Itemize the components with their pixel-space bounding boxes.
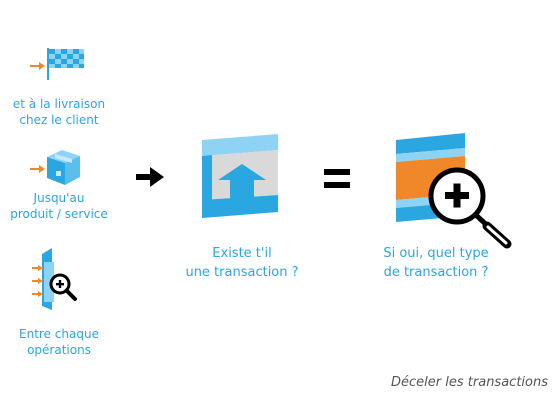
product-label: Jusqu'au produit / service bbox=[10, 191, 108, 221]
type-label: Si oui, quel type de transaction ? bbox=[383, 246, 489, 280]
checkered-flag-icon bbox=[28, 46, 88, 82]
figure-caption: Déceler les transactions bbox=[391, 375, 548, 390]
zoom-panel-icon bbox=[28, 246, 88, 314]
upload-transaction-icon bbox=[200, 130, 284, 224]
delivery-label: et à la livraison chez le client bbox=[12, 97, 106, 127]
flow-arrow-icon bbox=[134, 166, 166, 188]
exists-label: Existe t'il une transaction ? bbox=[185, 246, 299, 280]
inspect-transaction-icon bbox=[393, 130, 517, 254]
operations-label: Entre chaque opérations bbox=[19, 327, 99, 357]
equals-icon bbox=[323, 168, 351, 190]
package-box-icon bbox=[28, 147, 88, 189]
